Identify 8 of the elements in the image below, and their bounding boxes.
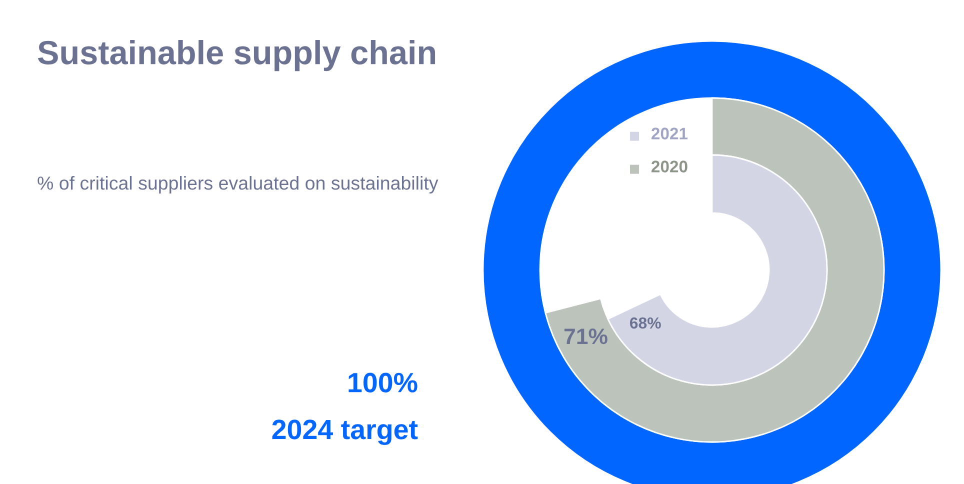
chart-title: Sustainable supply chain [38, 40, 436, 72]
data-label: 71% [564, 328, 608, 344]
data-label: 68% [630, 317, 661, 329]
data-label: 100% [348, 372, 418, 392]
legend-label: 2020 [652, 160, 688, 172]
legend-label: 2021 [652, 128, 688, 140]
slice-label: 2024 target [272, 420, 418, 445]
text: % of critical suppliers evaluated on sustainability [38, 176, 438, 194]
